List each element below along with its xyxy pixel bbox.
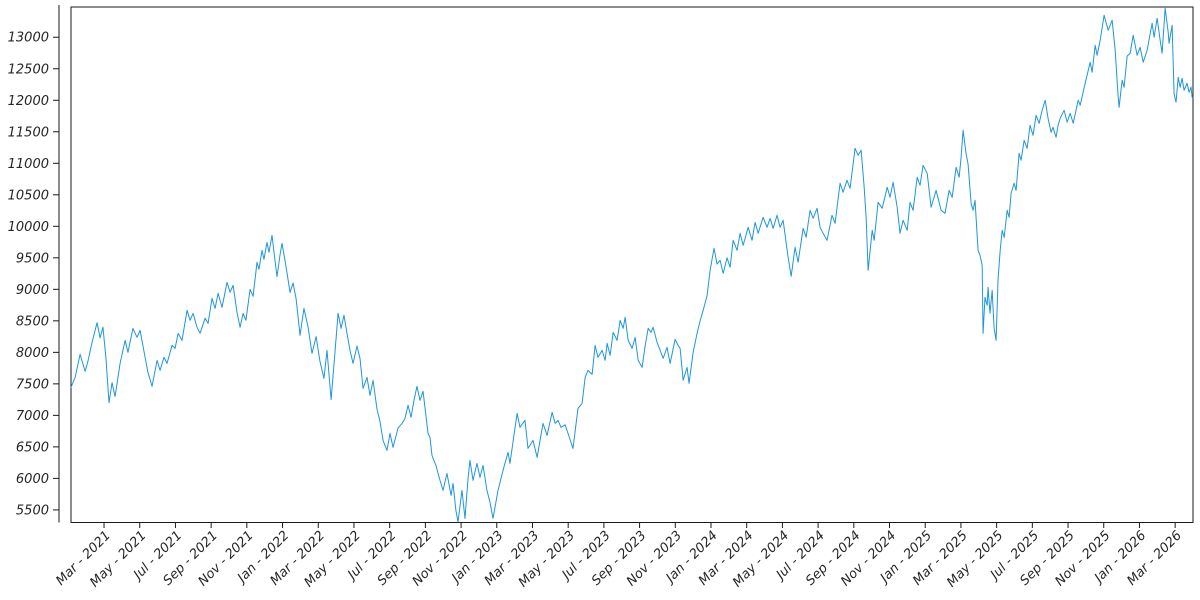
y-tick-label: 7000: [16, 409, 49, 424]
plot-border: [70, 6, 1194, 523]
y-tick-label: 11000: [8, 157, 49, 172]
price-series-line: [70, 7, 1194, 523]
y-tick-label: 6500: [16, 440, 49, 455]
y-tick-label: 12000: [8, 94, 49, 109]
y-tick-label: 9000: [16, 283, 49, 298]
y-tick-label: 5500: [16, 503, 49, 518]
y-tick-label: 9500: [16, 251, 49, 266]
y-tick-label: 11500: [8, 125, 49, 140]
y-tick-label: 10000: [8, 220, 49, 235]
y-tick-label: 8000: [16, 346, 49, 361]
y-tick-label: 7500: [16, 377, 49, 392]
y-tick-label: 12500: [8, 62, 49, 77]
y-tick-label: 10500: [8, 188, 49, 203]
y-tick-label: 13000: [8, 31, 49, 46]
y-tick-label: 8500: [16, 314, 49, 329]
y-tick-label: 6000: [16, 472, 49, 487]
